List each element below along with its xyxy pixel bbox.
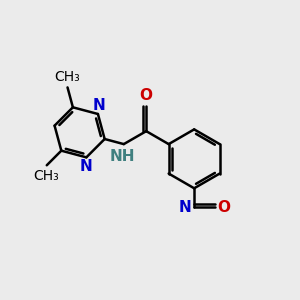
Text: N: N [93, 98, 106, 112]
Text: N: N [179, 200, 192, 215]
Text: CH₃: CH₃ [33, 169, 59, 183]
Text: O: O [218, 200, 231, 215]
Text: O: O [140, 88, 153, 103]
Text: NH: NH [110, 149, 135, 164]
Text: CH₃: CH₃ [54, 70, 80, 84]
Text: N: N [80, 159, 93, 174]
